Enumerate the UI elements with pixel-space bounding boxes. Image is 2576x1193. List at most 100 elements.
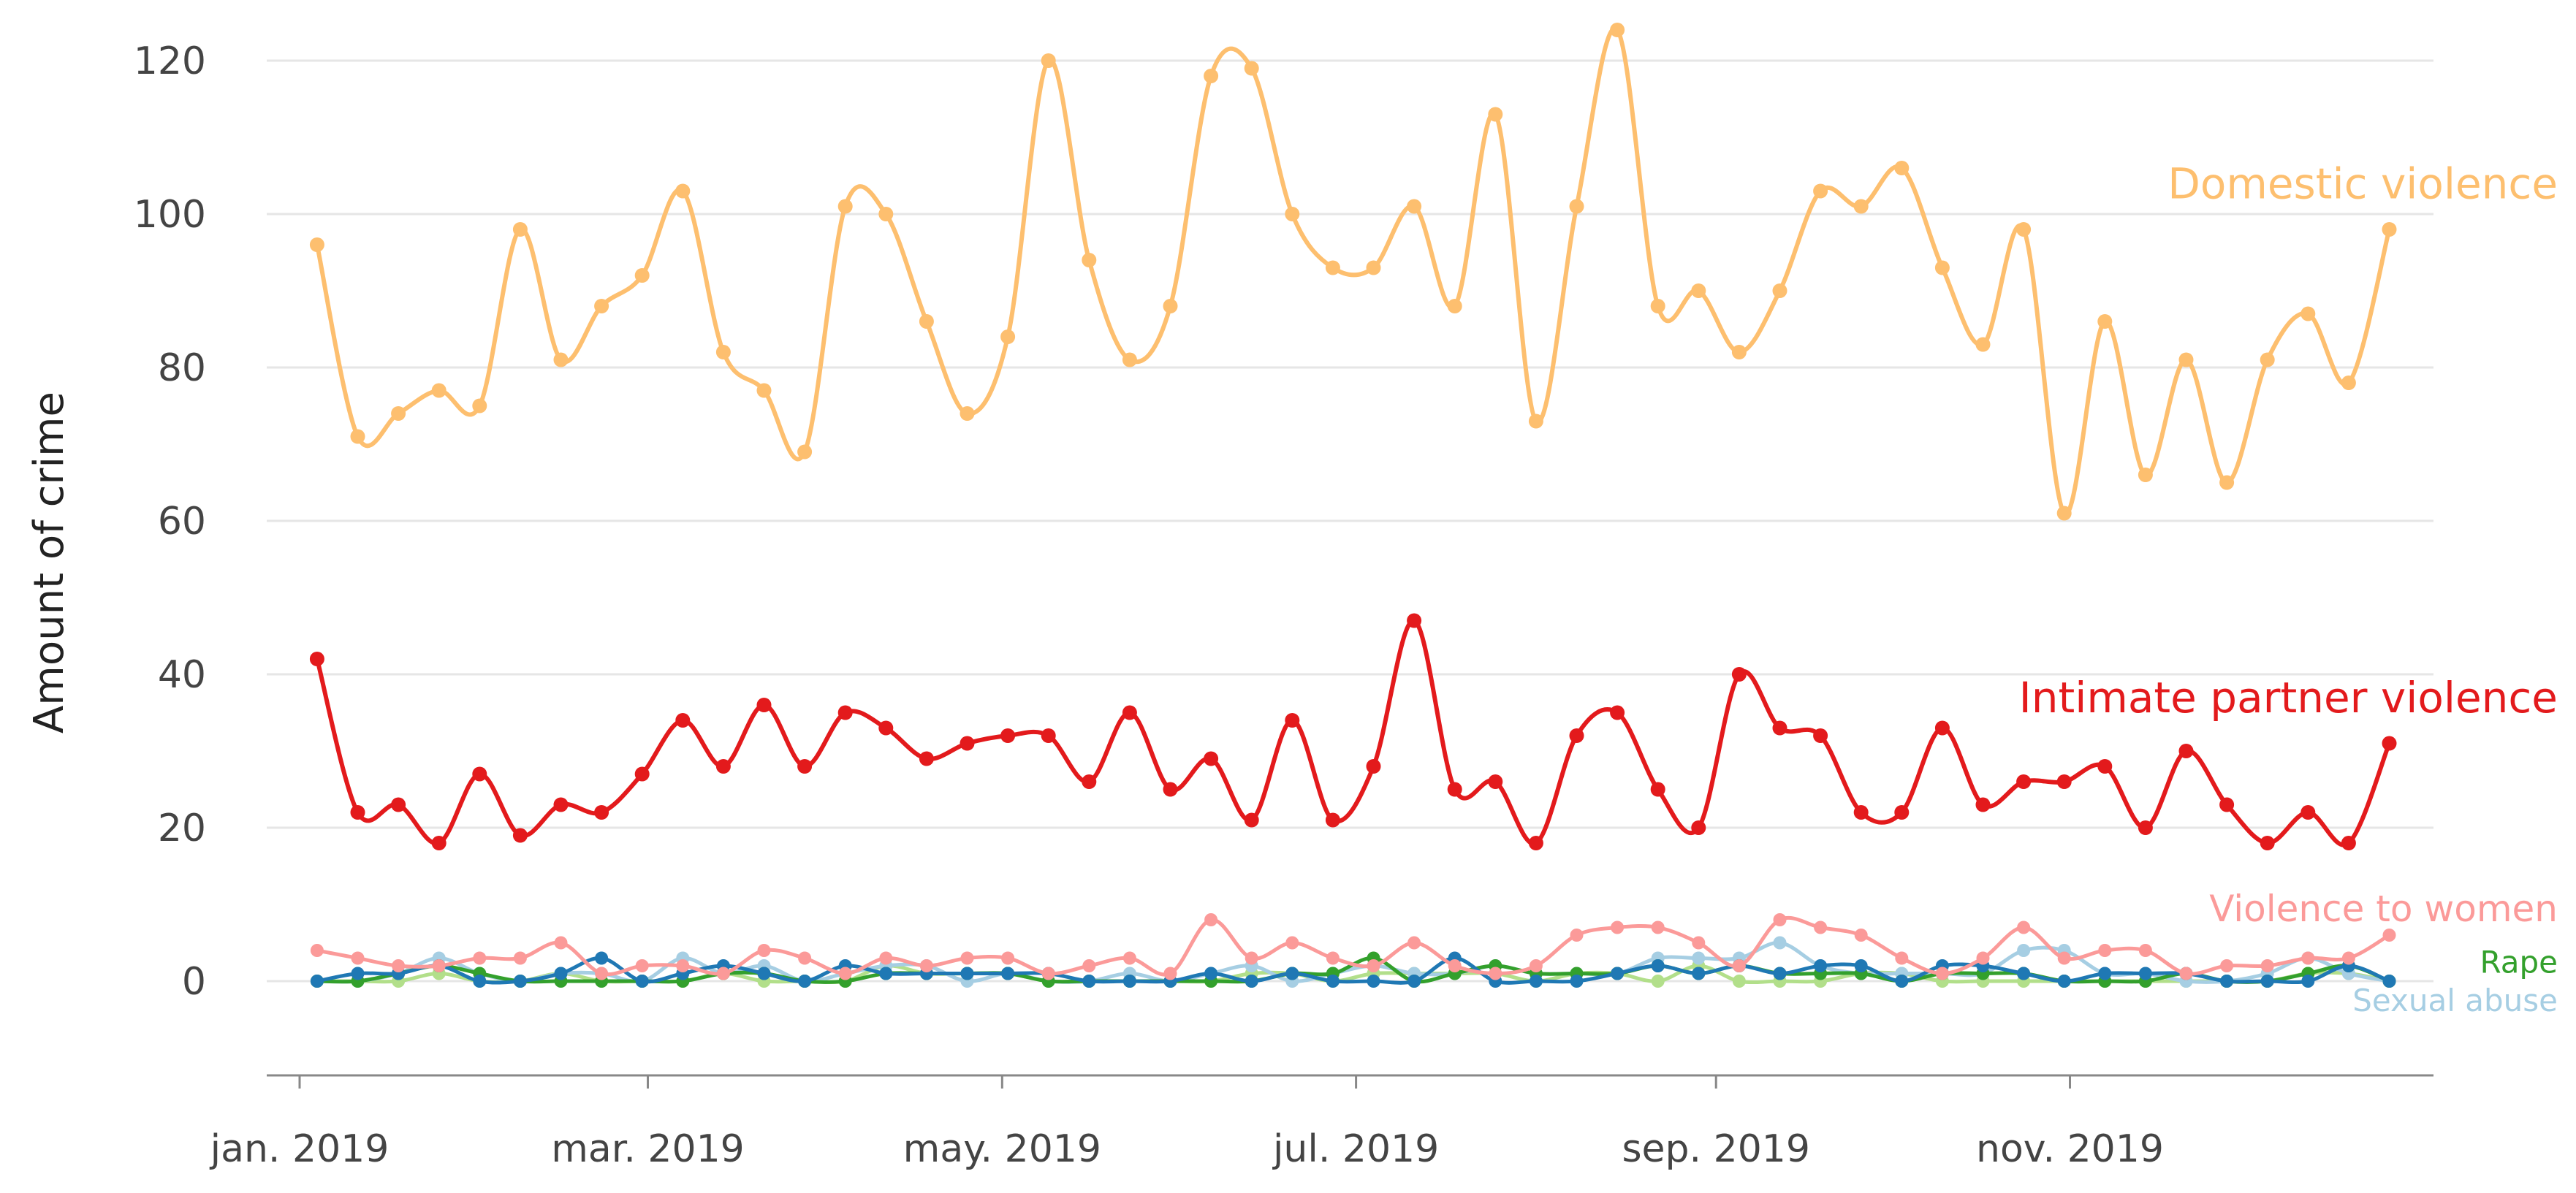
data-point-violence-to-women-30 [1529,959,1543,972]
data-point-intimate-partner-violence-39 [1894,805,1910,820]
data-point-intimate-partner-violence-29 [1488,774,1503,789]
data-point-violence-to-women-12 [798,951,812,965]
data-point-intimate-partner-violence-8 [634,766,650,782]
data-point-violence-to-women-26 [1367,959,1380,972]
data-point-intimate-partner-violence-48 [2260,836,2275,850]
data-point-violence-to-women-44 [2098,944,2112,957]
data-point-domestic-violence-2 [391,406,406,421]
data-point-rape-31 [1570,975,1584,988]
data-point-rape-34 [1692,967,1706,980]
data-point-rape-12 [798,975,812,988]
data-point-intimate-partner-violence-26 [1366,759,1381,774]
data-point-domestic-violence-19 [1082,253,1097,267]
data-point-rape-22 [1204,967,1218,980]
data-point-domestic-violence-8 [634,268,650,283]
data-point-violence-to-women-22 [1204,913,1218,926]
series-line-sexual-abuse [316,940,2390,984]
data-point-domestic-violence-15 [919,314,934,329]
data-point-intimate-partner-violence-21 [1163,782,1178,797]
series-line-violence-to-women [316,915,2390,977]
gridlines: 0 20 40 60 80 100 120 [134,39,2433,1004]
data-point-intimate-partner-violence-35 [1731,667,1747,682]
data-point-intimate-partner-violence-46 [2178,744,2194,758]
data-point-violence-to-women-15 [919,959,933,972]
data-point-violence-to-women-17 [1001,951,1015,965]
data-point-rape-4 [473,975,487,988]
data-point-violence-to-women-49 [2301,951,2315,965]
data-point-violence-to-women-14 [879,951,893,965]
data-point-intimate-partner-violence-5 [512,828,528,843]
data-point-domestic-violence-1 [350,429,365,444]
data-point-violence-to-women-19 [1082,959,1096,972]
data-point-rape-5 [513,975,527,988]
data-point-rape-32 [1611,967,1625,980]
data-point-domestic-violence-18 [1041,53,1056,68]
data-point-violence-to-women-0 [310,944,324,957]
y-tick-label-20: 20 [158,807,206,850]
data-point-domestic-violence-46 [2178,352,2194,367]
data-point-intimate-partner-violence-36 [1772,720,1787,736]
data-point-violence-to-women-3 [432,959,446,972]
data-point-intimate-partner-violence-24 [1285,713,1300,728]
data-point-rape-8 [635,975,649,988]
data-point-rape-45 [2138,967,2152,980]
data-point-intimate-partner-violence-9 [675,713,691,728]
data-point-domestic-violence-42 [2016,222,2032,237]
data-point-intimate-partner-violence-19 [1082,774,1097,789]
data-point-rape-14 [879,967,893,980]
data-point-intimate-partner-violence-15 [919,751,934,766]
data-point-intimate-partner-violence-10 [715,759,731,774]
y-axis-title: Amount of crime [26,392,73,733]
data-point-intimate-partner-violence-42 [2016,774,2032,789]
data-point-domestic-violence-43 [2056,506,2072,521]
data-point-domestic-violence-3 [431,383,447,398]
data-point-domestic-violence-9 [675,183,691,199]
series-line-rape [316,956,2390,985]
data-point-violence-to-women-11 [757,944,771,957]
data-point-violence-to-women-45 [2138,944,2152,957]
data-point-rape-47 [2220,975,2234,988]
data-point-rape-49 [2301,975,2315,988]
data-point-intimate-partner-violence-47 [2219,797,2235,812]
data-point-rape-44 [2098,967,2112,980]
data-point-rape-27 [1407,975,1421,988]
data-point-violence-to-women-36 [1773,913,1787,926]
data-point-violence-to-women-29 [1489,967,1502,980]
x-tick-label-nov-2019: nov. 2019 [1976,1127,2164,1171]
data-point-violence-to-women-41 [1976,951,1990,965]
data-point-violence-to-women-38 [1854,929,1868,942]
data-point-intimate-partner-violence-12 [797,759,813,774]
data-point-intimate-partner-violence-7 [594,805,609,820]
data-point-domestic-violence-24 [1285,207,1300,221]
data-point-domestic-violence-16 [960,406,975,421]
data-point-rape-37 [1814,959,1828,972]
data-point-domestic-violence-49 [2300,306,2316,321]
data-point-domestic-violence-13 [837,199,853,214]
data-point-intimate-partner-violence-13 [837,705,853,720]
series-labels: Domestic violence Intimate partner violen… [2019,159,2558,1018]
axes: jan. 2019 mar. 2019 may. 2019 jul. 2019 sep.… [210,1074,2433,1171]
data-point-sexual-abuse-34 [1692,951,1706,965]
data-point-domestic-violence-36 [1772,283,1787,298]
data-point-domestic-violence-37 [1813,183,1828,199]
data-point-rape-48 [2260,975,2274,988]
y-tick-label-60: 60 [158,500,206,544]
data-point-domestic-violence-47 [2219,475,2235,490]
data-point-violence-to-women-8 [635,959,649,972]
data-point-domestic-violence-32 [1610,23,1625,37]
data-point-intimate-partner-violence-6 [553,797,569,812]
data-point-intimate-partner-violence-43 [2056,774,2072,789]
data-point-violence-to-women-39 [1895,951,1909,965]
data-point-rape-17 [1001,967,1015,980]
data-point-intimate-partner-violence-20 [1122,705,1137,720]
series-lines [309,23,2397,988]
series-line-domestic-violence [314,26,2392,517]
data-point-domestic-violence-10 [715,345,731,359]
data-point-domestic-violence-6 [553,352,569,367]
data-point-intimate-partner-violence-31 [1569,728,1584,743]
data-point-intimate-partner-violence-11 [756,698,772,712]
data-point-intimate-partner-violence-49 [2300,805,2316,820]
data-point-domestic-violence-31 [1569,199,1584,214]
data-point-intimate-partner-violence-23 [1244,812,1259,828]
data-point-intimate-partner-violence-16 [960,736,975,751]
